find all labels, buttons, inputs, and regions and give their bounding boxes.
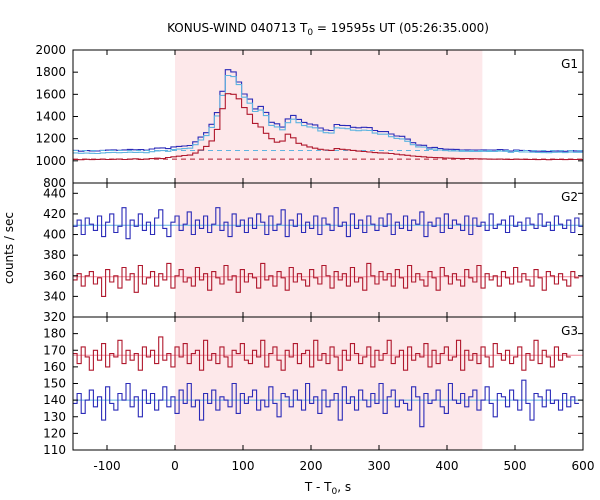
x-tick-label: 100: [232, 459, 255, 473]
y-tick-label: 1800: [35, 65, 66, 79]
y-tick-label: 150: [43, 377, 66, 391]
y-tick-label: 180: [43, 327, 66, 341]
x-tick-label: 600: [572, 459, 595, 473]
x-tick-label: 500: [504, 459, 527, 473]
y-tick-label: 400: [43, 228, 66, 242]
series-g2-1: [73, 262, 579, 297]
highlight-band: [175, 50, 483, 450]
y-tick-label: 160: [43, 360, 66, 374]
axis-ticks: G1800100012001400160018002000G2320340360…: [35, 43, 594, 473]
y-tick-label: 340: [43, 289, 66, 303]
panel-g3-plot: [73, 336, 583, 428]
panel-label-g3: G3: [561, 324, 578, 338]
series-g1-0: [73, 69, 583, 152]
series-g2-0: [73, 207, 583, 240]
y-tick-label: 2000: [35, 43, 66, 57]
y-tick-label: 380: [43, 248, 66, 262]
y-tick-label: 120: [43, 426, 66, 440]
x-axis-label: T - T0, s: [304, 480, 351, 497]
y-tick-label: 170: [43, 343, 66, 357]
panel-g1-plot: [73, 69, 583, 161]
x-tick-label: -100: [93, 459, 120, 473]
y-tick-label: 800: [43, 176, 66, 190]
y-tick-label: 420: [43, 207, 66, 221]
x-tick-label: 400: [436, 459, 459, 473]
plot-series: [73, 69, 583, 428]
series-g1-2: [73, 93, 583, 161]
y-tick-label: 360: [43, 269, 66, 283]
y-tick-label: 440: [43, 186, 66, 200]
y-axis-label: counts / sec: [2, 212, 16, 284]
panel-label-g1: G1: [561, 57, 578, 71]
y-tick-label: 1000: [35, 154, 66, 168]
y-tick-label: 320: [43, 310, 66, 324]
chart-title: KONUS-WIND 040713 T0 = 19595s UT (05:26:…: [167, 21, 489, 38]
y-tick-label: 1200: [35, 132, 66, 146]
y-tick-label: 140: [43, 393, 66, 407]
y-tick-label: 110: [43, 443, 66, 457]
highlight-region: [175, 50, 483, 450]
series-g1-1: [73, 74, 583, 155]
y-tick-label: 1600: [35, 87, 66, 101]
panel-label-g2: G2: [561, 190, 578, 204]
x-tick-label: 300: [368, 459, 391, 473]
x-tick-label: 200: [300, 459, 323, 473]
x-tick-label: 0: [171, 459, 179, 473]
panel-g2-plot: [73, 207, 583, 297]
series-g3-1: [73, 379, 579, 428]
y-tick-label: 130: [43, 410, 66, 424]
y-tick-label: 1400: [35, 110, 66, 124]
series-g3-0: [73, 336, 571, 371]
